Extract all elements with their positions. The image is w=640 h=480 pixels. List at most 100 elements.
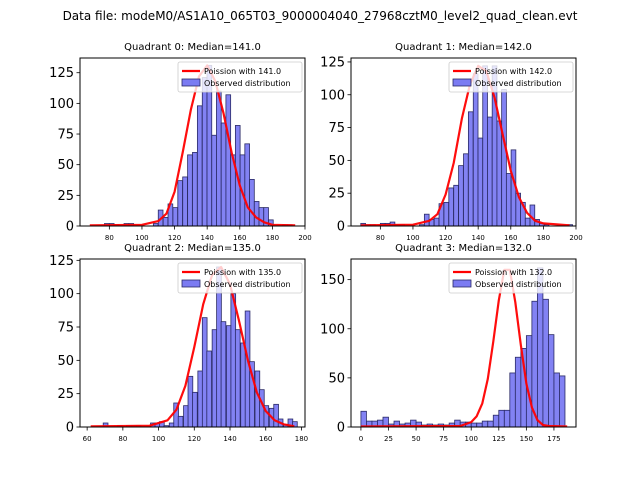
histogram-bar xyxy=(559,375,566,427)
x-tick-label: 100 xyxy=(465,435,478,443)
histogram-bar xyxy=(496,120,503,226)
x-tick-label: 180 xyxy=(266,234,279,242)
histogram-bar xyxy=(498,409,505,427)
histogram-bar xyxy=(273,403,279,427)
histogram-bar xyxy=(458,165,464,226)
legend-patch-icon xyxy=(452,279,472,288)
legend: Poission with 132.0 Observed distribution xyxy=(448,262,574,294)
histogram-bar xyxy=(201,317,208,427)
y-tick-label: 100 xyxy=(49,97,74,112)
legend-frame xyxy=(448,61,574,93)
histogram-bar xyxy=(196,105,203,226)
histogram-bar xyxy=(201,77,208,226)
y-tick-label: 25 xyxy=(57,387,74,402)
legend-entry-poisson: Poission with 142.0 xyxy=(475,67,552,76)
y-tick-label: 125 xyxy=(320,55,345,70)
histogram-bar xyxy=(503,409,511,427)
axes-frame xyxy=(350,57,577,227)
histogram-bar xyxy=(492,414,500,427)
y-tick-label: 125 xyxy=(49,254,74,269)
histogram-bar xyxy=(501,89,507,226)
subplot-quadrant-1: Quadrant 1: Median=142.0 0 25 50 75 100 125 80 1… xyxy=(320,42,583,242)
legend-entry-poisson: Poission with 141.0 xyxy=(204,67,281,76)
y-tick-label: 150 xyxy=(320,273,345,288)
histogram-bar xyxy=(443,201,450,226)
histogram-bar xyxy=(172,207,179,226)
x-tick-label: 80 xyxy=(105,234,114,242)
histogram-bar xyxy=(187,375,194,427)
histogram-bar xyxy=(472,73,479,226)
x-tick-label: 100 xyxy=(135,234,148,242)
histogram-bar xyxy=(481,420,489,427)
histogram-bar xyxy=(244,143,250,226)
subplot-quadrant-2: Quadrant 2: Median=135.0 0 25 50 75 100 125 60 8… xyxy=(49,243,308,443)
y-tick-label: 0 xyxy=(337,421,345,436)
histogram-bar xyxy=(476,422,483,427)
y-tick-label: 25 xyxy=(57,189,74,204)
histogram-bar xyxy=(225,94,232,226)
legend-patch-icon xyxy=(181,279,201,288)
histogram-bar xyxy=(211,329,218,427)
y-tick-label: 50 xyxy=(328,154,345,169)
histogram-bar xyxy=(230,293,237,427)
subplot-title: Quadrant 3: Median=132.0 xyxy=(395,243,532,254)
x-tick-label: 25 xyxy=(384,435,393,443)
x-tick-label: 160 xyxy=(233,234,246,242)
x-tick-label: 120 xyxy=(439,234,452,242)
histogram-bar xyxy=(542,298,549,427)
histogram-bar xyxy=(192,152,198,226)
x-tick-label: 200 xyxy=(298,234,311,242)
histogram-bar xyxy=(226,325,232,427)
legend: Poission with 141.0 Observed distribution xyxy=(177,61,303,93)
x-tick-label: 150 xyxy=(520,435,533,443)
legend-entry-poisson: Poission with 132.0 xyxy=(475,268,552,277)
histogram-bar xyxy=(487,116,493,226)
histogram-bar xyxy=(509,372,516,427)
legend-frame xyxy=(177,262,303,294)
histogram-bar xyxy=(168,422,175,427)
legend-entry-observed: Observed distribution xyxy=(204,79,291,88)
y-tick-label: 0 xyxy=(66,220,74,235)
y-tick-label: 25 xyxy=(328,187,345,202)
histogram-bar xyxy=(173,402,179,427)
histogram-bar xyxy=(177,180,183,226)
histogram-bar xyxy=(360,410,367,427)
histogram-bar xyxy=(505,173,512,226)
histogram-bar xyxy=(162,217,169,226)
x-tick-label: 50 xyxy=(412,435,421,443)
y-tick-label: 100 xyxy=(320,88,345,103)
x-tick-label: 60 xyxy=(83,435,92,443)
x-tick-label: 100 xyxy=(406,234,419,242)
histogram-bar xyxy=(192,391,198,427)
x-tick-label: 75 xyxy=(439,435,448,443)
subplot-title: Quadrant 1: Median=142.0 xyxy=(395,42,532,53)
y-tick-label: 100 xyxy=(49,287,74,302)
histogram-bar xyxy=(183,405,189,427)
x-tick-label: 125 xyxy=(492,435,505,443)
axes-frame xyxy=(79,258,306,428)
y-tick-label: 75 xyxy=(57,128,74,143)
y-tick-label: 0 xyxy=(66,421,74,436)
axes-frame xyxy=(350,258,577,428)
legend-entry-observed: Observed distribution xyxy=(475,280,562,289)
histogram-bar xyxy=(240,342,246,427)
figure-suptitle: Data file: modeM0/AS1A10_065T03_90000040… xyxy=(63,9,578,23)
legend-entry-observed: Observed distribution xyxy=(204,280,291,289)
x-tick-label: 175 xyxy=(547,435,560,443)
histogram-bar xyxy=(216,90,222,226)
histogram-bar xyxy=(487,420,494,427)
histogram-bar xyxy=(249,179,255,226)
histogram-bar xyxy=(102,422,109,427)
histogram-bar xyxy=(453,184,459,226)
histogram-bar xyxy=(470,422,478,427)
axes-frame xyxy=(79,57,306,227)
x-tick-label: 120 xyxy=(188,435,201,443)
subplot-quadrant-0: Quadrant 0: Median=141.0 0 25 50 75 100 125 80 1… xyxy=(49,42,312,242)
y-tick-label: 75 xyxy=(328,121,345,136)
histogram-bar xyxy=(258,207,265,226)
plot-area xyxy=(360,267,568,427)
y-tick-label: 50 xyxy=(328,371,345,386)
histogram-bar xyxy=(187,154,193,226)
histogram-bar xyxy=(253,201,260,226)
